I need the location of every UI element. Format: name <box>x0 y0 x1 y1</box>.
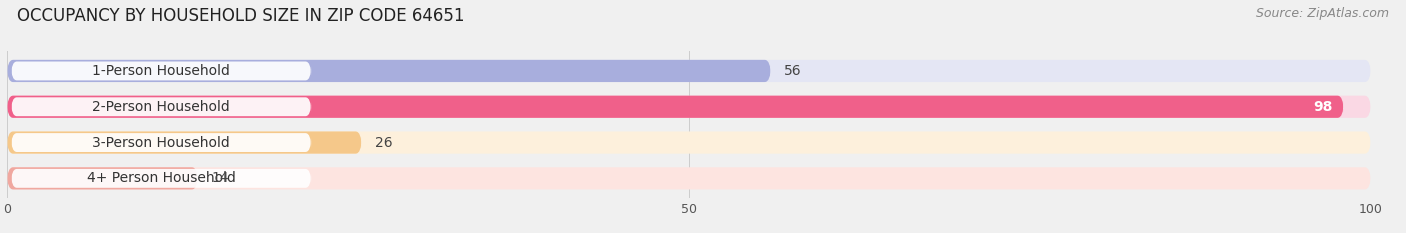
Text: Source: ZipAtlas.com: Source: ZipAtlas.com <box>1256 7 1389 20</box>
Text: 14: 14 <box>211 171 229 185</box>
FancyBboxPatch shape <box>7 167 1371 189</box>
FancyBboxPatch shape <box>7 60 1371 82</box>
FancyBboxPatch shape <box>7 167 198 189</box>
Text: 1-Person Household: 1-Person Household <box>93 64 231 78</box>
Text: 98: 98 <box>1313 100 1333 114</box>
FancyBboxPatch shape <box>7 96 1371 118</box>
Text: 56: 56 <box>785 64 801 78</box>
Text: 3-Person Household: 3-Person Household <box>93 136 231 150</box>
Text: 4+ Person Household: 4+ Person Household <box>87 171 236 185</box>
FancyBboxPatch shape <box>7 131 361 154</box>
Text: 26: 26 <box>375 136 392 150</box>
Text: OCCUPANCY BY HOUSEHOLD SIZE IN ZIP CODE 64651: OCCUPANCY BY HOUSEHOLD SIZE IN ZIP CODE … <box>17 7 464 25</box>
FancyBboxPatch shape <box>11 133 311 152</box>
FancyBboxPatch shape <box>11 169 311 188</box>
FancyBboxPatch shape <box>7 131 1371 154</box>
FancyBboxPatch shape <box>7 96 1344 118</box>
FancyBboxPatch shape <box>11 97 311 116</box>
FancyBboxPatch shape <box>11 62 311 80</box>
Text: 2-Person Household: 2-Person Household <box>93 100 231 114</box>
FancyBboxPatch shape <box>7 60 770 82</box>
